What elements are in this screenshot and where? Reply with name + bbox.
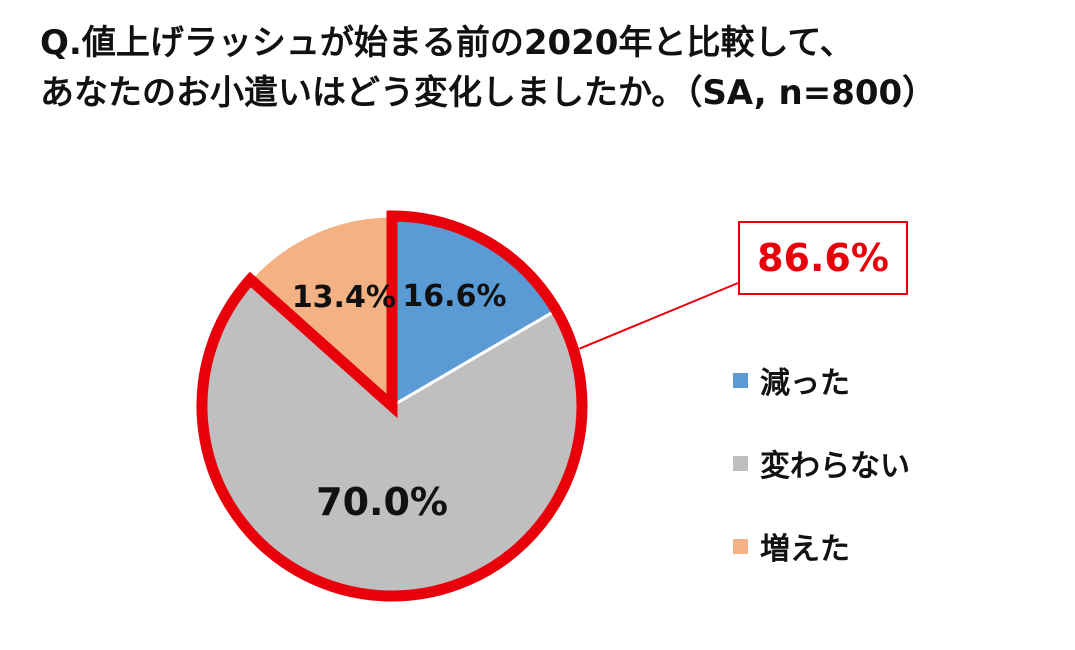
legend-label: 増えた [760,532,850,567]
chart-title: Q.値上げラッシュが始まる前の2020年と比較して、 あなたのお小遣いはどう変化… [40,18,1050,118]
title-line-2: あなたのお小遣いはどう変化しましたか。（SA, n=800） [40,73,937,113]
legend-item-decreased: 減った [733,360,910,401]
slice-data-label: 13.4% [292,280,396,315]
highlight-value: 86.6% [757,236,889,280]
slice-data-label: 70.0% [316,480,448,524]
legend-swatch [733,538,748,554]
legend-swatch [733,455,748,471]
slice-data-label: 16.6% [402,279,506,314]
legend-item-increased: 増えた [733,526,910,567]
legend-label: 変わらない [760,449,910,484]
title-line-1: Q.値上げラッシュが始まる前の2020年と比較して、 [40,23,854,63]
highlight-outline [196,210,588,602]
legend-label: 減った [760,366,850,401]
legend-item-unchanged: 変わらない [733,443,910,484]
highlight-callout: 86.6% [738,221,908,295]
legend-swatch [733,372,748,388]
legend: 減った 変わらない 増えた [733,360,910,609]
pie-slice [248,214,394,408]
callout-leader-line [579,282,739,350]
